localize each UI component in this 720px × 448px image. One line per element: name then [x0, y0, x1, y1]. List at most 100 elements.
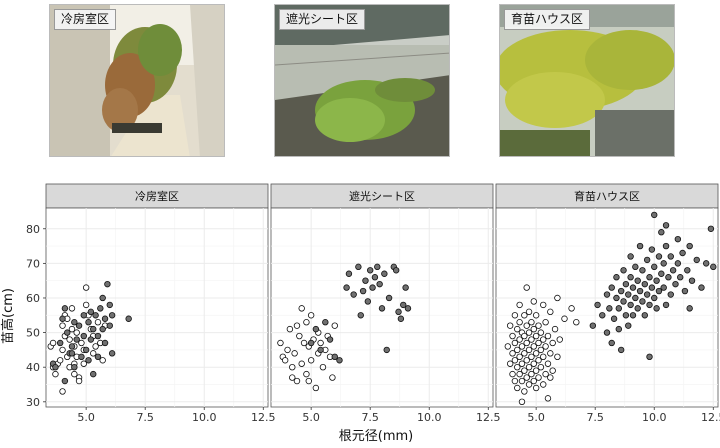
data-point-filled	[99, 325, 106, 333]
data-point-filled	[371, 274, 379, 281]
data-point-filled	[662, 242, 670, 250]
data-point-filled	[317, 346, 324, 354]
data-point-filled	[608, 284, 615, 291]
data-point-filled	[660, 260, 667, 267]
data-point-open	[518, 377, 526, 385]
x-tick-label: 12.5	[701, 411, 720, 424]
data-point-open	[303, 319, 310, 326]
data-point-filled	[56, 339, 64, 347]
data-point-filled	[402, 284, 409, 291]
facet-strip	[270, 183, 494, 209]
data-point-filled	[632, 294, 639, 302]
data-point-open	[317, 339, 324, 347]
data-point-filled	[646, 353, 653, 361]
x-tick-label: 10.0	[642, 411, 667, 424]
data-point-open	[549, 367, 556, 374]
data-point-filled	[383, 346, 390, 354]
data-point-filled	[376, 280, 383, 288]
data-point-open	[82, 284, 90, 291]
data-point-filled	[672, 280, 679, 288]
data-point-filled	[369, 284, 376, 291]
data-point-open	[530, 343, 537, 350]
x-tick-label: 12.5	[251, 411, 276, 424]
data-point-filled	[632, 263, 639, 271]
data-point-open	[521, 332, 528, 340]
data-point-open	[298, 360, 305, 367]
data-point-filled	[385, 294, 393, 302]
data-point-open	[521, 350, 528, 357]
data-point-filled	[71, 364, 78, 371]
data-point-filled	[108, 350, 116, 357]
data-point-open	[535, 339, 542, 347]
data-point-filled	[599, 312, 606, 319]
data-point-open	[56, 357, 64, 364]
data-point-filled	[312, 325, 320, 333]
data-point-filled	[655, 253, 663, 260]
data-point-open	[307, 357, 315, 364]
data-point-filled	[589, 322, 597, 329]
data-point-open	[516, 353, 523, 361]
photo-cold-room: 冷房室区	[49, 4, 225, 157]
data-point-filled	[639, 267, 646, 274]
data-point-filled	[73, 336, 80, 343]
data-point-filled	[674, 260, 682, 267]
data-point-filled	[688, 277, 696, 284]
data-point-filled	[629, 284, 637, 291]
data-point-open	[554, 353, 561, 361]
photo-label-nursery-house: 育苗ハウス区	[504, 9, 591, 30]
data-point-open	[303, 370, 310, 378]
facet-strip	[45, 183, 269, 209]
data-point-open	[284, 346, 291, 354]
data-point-filled	[357, 312, 364, 319]
x-tick-label: 5.0	[302, 411, 320, 424]
data-point-open	[80, 360, 87, 367]
data-point-filled	[106, 301, 113, 309]
data-point-filled	[620, 267, 627, 274]
facet-strip	[495, 183, 719, 209]
data-point-open	[329, 374, 336, 381]
facet-panels: 冷房室区 5.0 7.5 10.0 12.5 遮光シート区 5.0 7.5 10.0 12.5 育苗…	[26, 183, 720, 424]
data-point-filled	[359, 287, 367, 295]
data-point-open	[298, 305, 305, 312]
data-point-open	[52, 370, 59, 378]
data-point-filled	[343, 284, 350, 291]
data-point-filled	[648, 246, 656, 253]
data-point-filled	[378, 305, 386, 312]
data-point-filled	[651, 211, 658, 219]
data-point-open	[504, 343, 512, 350]
data-point-open	[528, 336, 535, 343]
data-point-open	[59, 322, 66, 329]
facet-title: 育苗ハウス区	[574, 189, 640, 203]
data-point-open	[530, 298, 537, 305]
data-point-filled	[594, 301, 601, 309]
data-point-filled	[59, 315, 66, 322]
x-tick-label: 10.0	[192, 411, 217, 424]
data-point-open	[516, 301, 523, 309]
data-point-open	[535, 357, 542, 364]
data-point-filled	[625, 322, 632, 329]
data-point-open	[542, 319, 549, 326]
data-point-open	[521, 367, 528, 374]
data-point-open	[277, 339, 284, 347]
data-point-filled	[82, 346, 90, 354]
data-point-open	[291, 350, 298, 357]
data-point-open	[68, 325, 76, 333]
data-point-filled	[101, 315, 109, 322]
data-point-filled	[636, 242, 644, 250]
cold-room-image	[50, 5, 224, 156]
data-point-filled	[622, 280, 630, 288]
data-point-open	[537, 346, 545, 354]
data-point-filled	[80, 312, 87, 319]
data-point-filled	[639, 298, 646, 305]
data-point-filled	[627, 301, 634, 309]
data-point-filled	[662, 301, 670, 309]
data-point-open	[331, 322, 338, 329]
data-point-open	[506, 322, 514, 329]
data-point-filled	[80, 332, 87, 340]
data-point-open	[516, 319, 523, 326]
data-point-filled	[97, 305, 104, 312]
data-point-open	[94, 319, 102, 326]
data-point-open	[523, 322, 530, 329]
data-point-filled	[603, 329, 611, 336]
